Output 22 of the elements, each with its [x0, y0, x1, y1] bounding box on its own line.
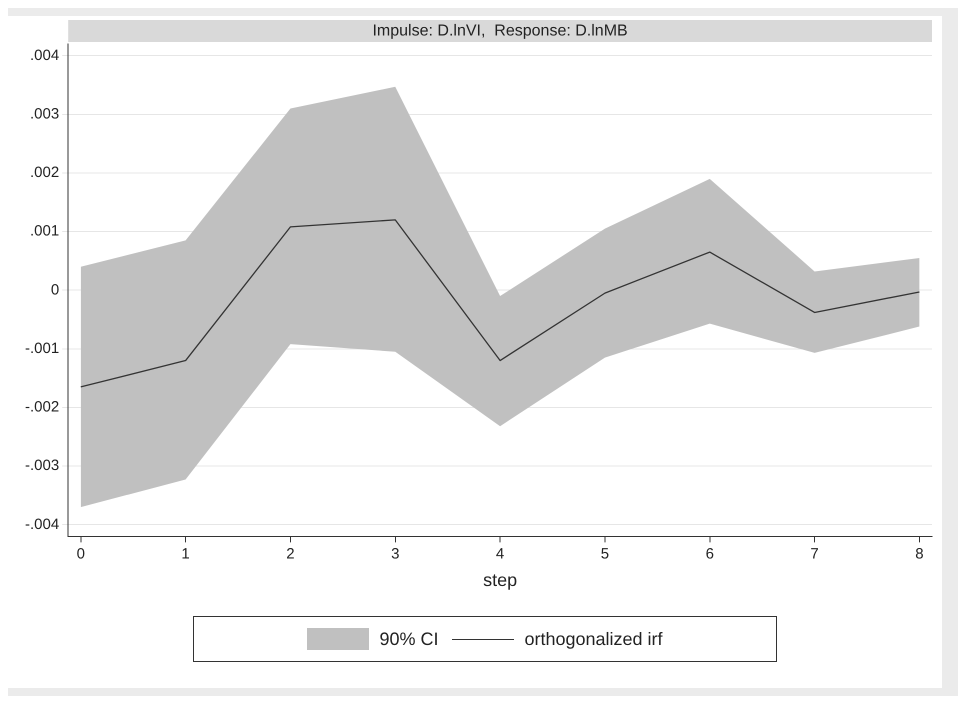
x-tick-label: 0	[76, 546, 85, 563]
x-tick-label: 3	[391, 546, 400, 563]
y-tick-label: 0	[50, 281, 60, 298]
text: 90% CI	[379, 628, 438, 650]
y-tick-label: .004	[30, 46, 60, 64]
y-tick-label: -.001	[24, 340, 60, 357]
y-tick-label: .003	[30, 105, 60, 122]
x-tick-label: 5	[600, 546, 610, 563]
legend-label: orthogonalized irf	[524, 628, 663, 650]
chart-title: Impulse: D.lnVI, Response: D.lnMB	[372, 22, 628, 40]
y-tick-label: -.002	[24, 398, 60, 416]
x-tick-label: 1	[181, 546, 190, 563]
y-tick-label: .001	[30, 222, 60, 240]
y-tick-label: -.004	[24, 516, 60, 533]
x-tick-label: 4	[496, 546, 504, 563]
y-tick-label: -.003	[24, 457, 60, 474]
x-tick-label: 8	[915, 546, 924, 563]
x-tick-label: 6	[706, 546, 714, 563]
y-tick-label: .002	[30, 164, 60, 182]
x-tick-label: 2	[286, 546, 295, 563]
x-tick-label: 7	[810, 546, 819, 563]
x-axis-title: step	[483, 570, 518, 590]
